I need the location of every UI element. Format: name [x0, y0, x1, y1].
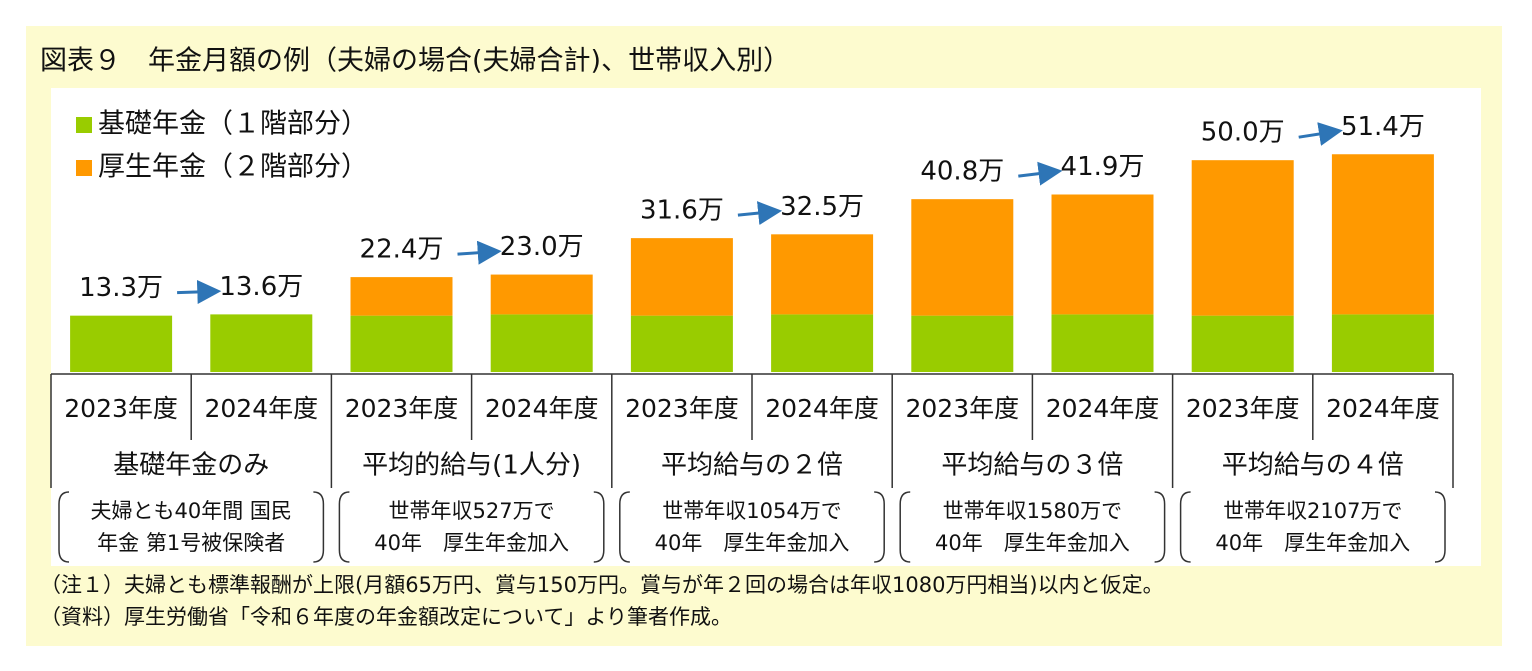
x-tick-label: 2024年度 [485, 394, 599, 423]
x-tick-label: 2023年度 [625, 394, 739, 423]
total-label: 13.6万 [219, 272, 303, 302]
bar-segment [630, 238, 733, 316]
chart-title: 図表９ 年金月額の例（夫婦の場合(夫婦合計)、世帯収入別） [40, 46, 790, 77]
total-label: 22.4万 [360, 235, 444, 265]
arrow [1018, 161, 1063, 186]
x-tick-label: 2024年度 [1326, 394, 1440, 423]
legend-label: 厚生年金（２階部分） [98, 152, 368, 183]
note: （注１）夫婦とも標準報酬が上限(月額65万円、賞与150万円。賞与が年２回の場合… [40, 573, 1164, 597]
total-label: 31.6万 [640, 196, 724, 226]
bracket [1154, 491, 1166, 563]
total-label: 13.3万 [79, 273, 163, 303]
bar-segment [350, 315, 453, 372]
group-description: 40年 厚生年金加入 [655, 531, 850, 555]
x-tick-label: 2024年度 [204, 394, 318, 423]
bracket [313, 491, 325, 563]
bar-segment [630, 315, 733, 372]
bracket [593, 491, 605, 563]
group-label: 基礎年金のみ [113, 451, 269, 481]
group-description: 世帯年収1054万で [662, 499, 841, 523]
x-tick-label: 2024年度 [1046, 394, 1160, 423]
x-tick-label: 2023年度 [345, 394, 459, 423]
total-label: 51.4万 [1341, 112, 1425, 142]
bracket [619, 491, 630, 563]
bar-segment [70, 315, 173, 372]
bracket [899, 491, 911, 563]
legend-swatch [76, 117, 92, 133]
group-description: 40年 厚生年金加入 [374, 531, 569, 555]
x-tick-label: 2023年度 [1186, 394, 1300, 423]
group-description: 夫婦とも40年間 国民 [90, 499, 291, 523]
note: （資料）厚生労働省「令和６年度の年金額改定について」より筆者作成。 [40, 605, 732, 629]
bracket [338, 491, 350, 563]
legend-label: 基礎年金（１階部分） [98, 109, 368, 140]
bar-segment [1191, 315, 1294, 372]
bar-segment [911, 199, 1014, 316]
bar-segment [1051, 194, 1154, 315]
group-description: 40年 厚生年金加入 [1215, 531, 1410, 555]
total-label: 40.8万 [920, 157, 1004, 187]
total-label: 32.5万 [780, 192, 864, 222]
bracket [874, 491, 885, 563]
total-label: 41.9万 [1061, 152, 1145, 182]
bar-segment [1051, 314, 1154, 372]
bar-segment [1191, 160, 1294, 316]
bar-segment [771, 234, 874, 315]
bar-segment [490, 314, 593, 372]
group-description: 40年 厚生年金加入 [935, 531, 1130, 555]
bar-segment [210, 314, 313, 372]
group-description: 年金 第1号被保険者 [97, 531, 285, 555]
arrow [177, 279, 222, 304]
group-description: 世帯年収1580万で [943, 499, 1122, 523]
bar-segment [1331, 154, 1434, 315]
total-label: 50.0万 [1201, 118, 1285, 148]
x-tick-label: 2023年度 [905, 394, 1019, 423]
bar-segment [490, 274, 593, 315]
group-label: 平均的給与(1人分) [362, 451, 581, 481]
bar-segment [350, 277, 453, 316]
group-description: 世帯年収2107万で [1223, 499, 1402, 523]
bar-segment [1331, 314, 1434, 372]
x-tick-label: 2024年度 [765, 394, 879, 423]
x-tick-label: 2023年度 [64, 394, 178, 423]
group-label: 平均給与の２倍 [661, 451, 843, 481]
arrow [457, 240, 502, 265]
legend-swatch [76, 160, 92, 176]
arrow [737, 201, 783, 226]
group-label: 平均給与の３倍 [941, 451, 1123, 481]
bar-segment [911, 315, 1014, 372]
total-label: 23.0万 [500, 232, 584, 262]
bracket [1179, 491, 1191, 563]
arrow [1298, 122, 1343, 146]
group-label: 平均給与の４倍 [1222, 451, 1404, 481]
bracket [1434, 491, 1446, 563]
bar-segment [771, 314, 874, 372]
bracket [58, 491, 70, 563]
group-description: 世帯年収527万で [389, 499, 555, 523]
